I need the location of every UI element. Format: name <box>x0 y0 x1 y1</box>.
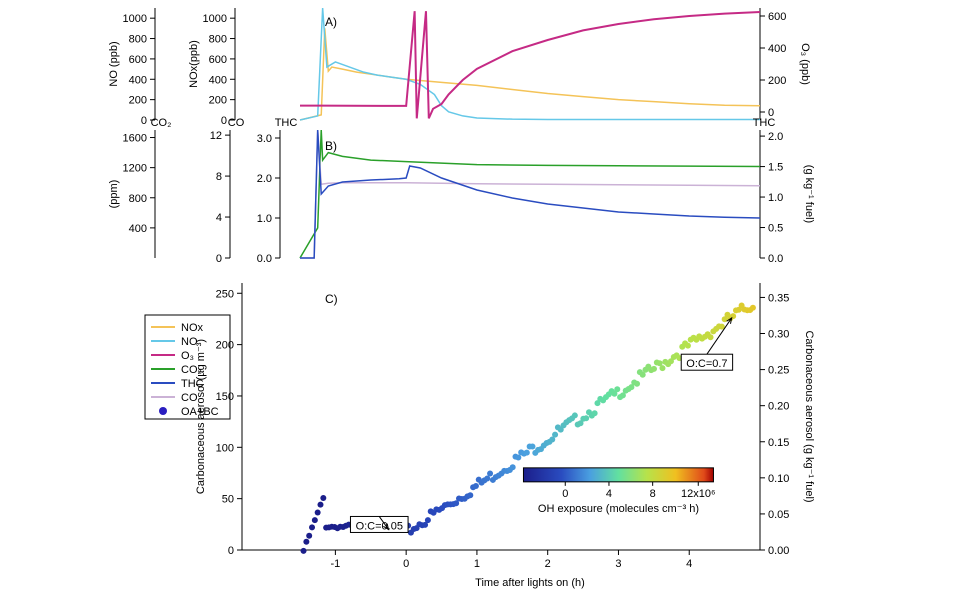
axis-label: NO (ppb) <box>108 41 120 86</box>
svg-text:3.0: 3.0 <box>257 133 272 145</box>
svg-text:0.05: 0.05 <box>768 509 789 521</box>
svg-text:1000: 1000 <box>123 13 147 25</box>
svg-text:12: 12 <box>210 130 222 142</box>
svg-text:1200: 1200 <box>123 163 147 175</box>
svg-text:0.10: 0.10 <box>768 473 789 485</box>
svg-text:1.5: 1.5 <box>768 162 783 174</box>
legend-item-label: THC <box>181 378 204 390</box>
svg-text:400: 400 <box>209 74 227 86</box>
axis: 0.0 1.0 2.0 3.0 <box>257 130 280 265</box>
legend-item-label: O₃ <box>181 350 194 362</box>
annotation-label: O:C=0.05 <box>356 520 403 532</box>
axis: 0 50 100 150 200 250 <box>216 283 242 557</box>
axis-label: CO <box>228 117 245 129</box>
svg-text:8: 8 <box>216 171 222 183</box>
x-axis-label: Time after lights on (h) <box>475 577 585 589</box>
svg-text:0.20: 0.20 <box>768 401 789 413</box>
svg-text:200: 200 <box>768 75 786 87</box>
legend-item-label: CO <box>181 392 198 404</box>
axis: 0 200 400 600 800 1000 <box>203 8 235 127</box>
svg-text:1.0: 1.0 <box>257 213 272 225</box>
annotation-label: O:C=0.7 <box>686 358 727 370</box>
xtick-label: 2 <box>545 558 551 570</box>
svg-text:0: 0 <box>216 253 222 265</box>
svg-text:400: 400 <box>129 223 147 235</box>
colorbar-tick: 8 <box>650 488 656 500</box>
colorbar <box>523 468 713 482</box>
legend-item-label: OA+BC <box>181 406 219 418</box>
legend-item-label: NOx <box>181 322 204 334</box>
axis-sublabel: (g kg⁻¹ fuel) <box>803 165 815 223</box>
svg-text:1.0: 1.0 <box>768 192 783 204</box>
svg-text:400: 400 <box>768 43 786 55</box>
svg-text:200: 200 <box>209 95 227 107</box>
svg-text:0.15: 0.15 <box>768 437 789 449</box>
svg-text:150: 150 <box>216 391 234 403</box>
axis: 0.0 0.5 1.0 1.5 2.0 <box>760 130 783 265</box>
series-line <box>300 130 760 258</box>
legend-item-label: CO₂ <box>181 364 202 376</box>
colorbar-tick: 4 <box>606 488 612 500</box>
axis: 0 200 400 600 800 1000 <box>123 8 155 127</box>
axis-label: THC <box>275 117 298 129</box>
series-line <box>300 11 760 118</box>
svg-text:0.25: 0.25 <box>768 365 789 377</box>
colorbar-label: OH exposure (molecules cm⁻³ h) <box>538 503 699 515</box>
axis-label: CO₂ <box>151 117 172 129</box>
legend-item-label: NO <box>181 336 198 348</box>
legend: NOx NO O₃ CO₂ THC CO OA+BC <box>145 315 230 419</box>
svg-text:600: 600 <box>209 54 227 66</box>
xtick-label: 0 <box>403 558 409 570</box>
axis: 400 800 1200 1600 <box>123 130 155 258</box>
axis: 0 4 8 12 <box>210 130 230 265</box>
svg-text:600: 600 <box>129 54 147 66</box>
svg-text:4: 4 <box>216 212 222 224</box>
colorbar-tick: 12x10⁶ <box>681 488 716 500</box>
svg-text:2.0: 2.0 <box>768 131 783 143</box>
axis-label: O₃ (ppb) <box>799 43 811 85</box>
colorbar-tick: 0 <box>562 488 568 500</box>
svg-text:0: 0 <box>141 115 147 127</box>
svg-text:1000: 1000 <box>203 13 227 25</box>
svg-text:0.30: 0.30 <box>768 329 789 341</box>
svg-text:100: 100 <box>216 442 234 454</box>
svg-text:800: 800 <box>209 34 227 46</box>
panel-letter-c: C) <box>325 292 338 306</box>
svg-text:400: 400 <box>129 74 147 86</box>
panel-letter-a: A) <box>325 15 337 29</box>
svg-text:0: 0 <box>228 545 234 557</box>
svg-text:0.0: 0.0 <box>768 253 783 265</box>
svg-text:800: 800 <box>129 34 147 46</box>
svg-text:50: 50 <box>222 494 234 506</box>
svg-text:0.0: 0.0 <box>257 253 272 265</box>
svg-text:0: 0 <box>221 115 227 127</box>
xtick-label: 4 <box>686 558 692 570</box>
axis-label: THC <box>753 117 776 129</box>
svg-text:250: 250 <box>216 288 234 300</box>
svg-text:200: 200 <box>216 340 234 352</box>
series-line <box>300 130 760 258</box>
chart-figure: 02004006008001000NO (ppb)020040060080010… <box>0 0 960 598</box>
xtick-label: 3 <box>615 558 621 570</box>
panel-letter-b: B) <box>325 139 337 153</box>
axis-label: Carbonaceous aerosol (g kg⁻¹ fuel) <box>803 330 815 502</box>
series-line <box>300 130 760 258</box>
svg-text:800: 800 <box>129 193 147 205</box>
svg-text:2.0: 2.0 <box>257 173 272 185</box>
axis-sublabel: (ppm) <box>108 180 120 209</box>
xtick-label: -1 <box>330 558 340 570</box>
axis-label: NOx(ppb) <box>188 40 200 88</box>
xtick-label: 1 <box>474 558 480 570</box>
axis: 0200400600 <box>760 8 786 120</box>
svg-text:600: 600 <box>768 11 786 23</box>
axis: 0.00 0.05 0.10 0.15 0.20 0.25 0.30 0.35 <box>760 283 789 557</box>
svg-text:1600: 1600 <box>123 133 147 145</box>
svg-text:0.35: 0.35 <box>768 292 789 304</box>
svg-text:0.5: 0.5 <box>768 223 783 235</box>
svg-text:200: 200 <box>129 95 147 107</box>
svg-text:0.00: 0.00 <box>768 545 789 557</box>
